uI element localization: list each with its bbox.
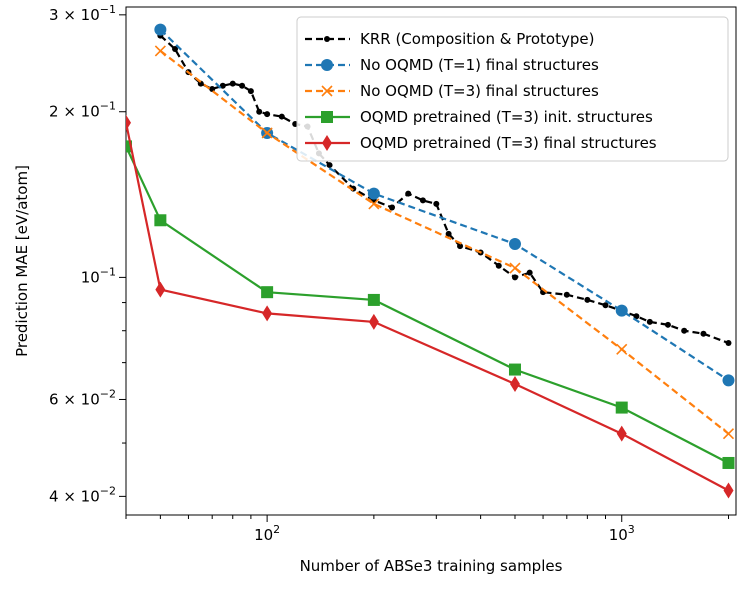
data-point <box>239 82 246 89</box>
series-line <box>159 28 730 382</box>
data-point <box>126 140 132 153</box>
series-5 <box>126 114 734 499</box>
data-point <box>154 214 167 227</box>
x-tick-label: 103 <box>609 523 635 544</box>
y-tick-label: 4 × 10−2 <box>49 484 116 505</box>
data-point <box>209 85 216 92</box>
data-point <box>725 339 732 346</box>
data-point <box>722 374 735 387</box>
data-point <box>154 23 167 36</box>
legend-label: No OQMD (T=1) final structures <box>360 56 599 74</box>
data-point <box>261 127 273 139</box>
legend-entry: OQMD pretrained (T=3) final structures <box>305 134 657 152</box>
data-point <box>155 281 166 298</box>
data-point <box>367 293 380 306</box>
data-point <box>229 80 236 87</box>
legend-label: OQMD pretrained (T=3) final structures <box>360 134 657 152</box>
data-point <box>367 187 380 200</box>
data-point <box>508 237 521 250</box>
legend-box <box>296 16 729 162</box>
data-point <box>722 456 735 469</box>
data-point <box>368 198 380 210</box>
y-tick-label: 2 × 10−1 <box>49 100 116 121</box>
data-point <box>457 243 464 250</box>
data-point <box>495 262 502 269</box>
data-point <box>526 269 533 276</box>
data-point <box>264 111 271 118</box>
x-tick-label: 102 <box>254 523 280 544</box>
legend-entry: No OQMD (T=3) final structures <box>305 82 599 100</box>
axis-ticks: 102 103 3 × 10−1 2 × 10−1 10−1 6 × 10−2 4 × 10… <box>49 3 729 544</box>
data-point <box>508 363 521 376</box>
y-tick-label: 10−1 <box>81 265 116 286</box>
data-point <box>616 343 628 355</box>
legend-entry: No OQMD (T=1) final structures <box>305 56 599 74</box>
data-point <box>154 45 166 57</box>
series-layer <box>126 23 735 499</box>
data-point <box>681 327 688 334</box>
series-4 <box>126 140 735 469</box>
data-point <box>405 190 412 197</box>
y-axis-label: Prediction MAE [eV/atom] <box>13 165 31 357</box>
data-point <box>602 302 609 309</box>
data-point <box>509 262 521 274</box>
data-point <box>256 108 263 115</box>
data-point <box>616 425 627 442</box>
data-point <box>247 88 254 95</box>
data-point <box>633 313 640 320</box>
series-line <box>159 50 730 435</box>
data-point <box>700 330 707 337</box>
data-point <box>326 162 333 169</box>
data-point <box>261 286 274 299</box>
series-3 <box>154 45 735 440</box>
data-point <box>664 321 671 328</box>
legend-marker <box>321 59 333 71</box>
data-point <box>511 274 518 281</box>
data-point <box>278 113 285 120</box>
data-point <box>563 291 570 298</box>
data-point <box>262 305 273 322</box>
legend-entry: OQMD pretrained (T=3) init. structures <box>305 108 653 126</box>
legend-marker <box>324 36 330 42</box>
legend-label: OQMD pretrained (T=3) init. structures <box>360 108 653 126</box>
data-point <box>584 296 591 303</box>
data-point <box>615 401 628 414</box>
legend-marker <box>321 111 333 123</box>
legend-label: KRR (Composition & Prototype) <box>360 30 594 48</box>
legend-marker <box>321 85 333 97</box>
y-tick-label: 6 × 10−2 <box>49 387 116 408</box>
data-point <box>509 376 520 393</box>
data-point <box>419 197 426 204</box>
data-point <box>723 482 734 499</box>
legend-entry: KRR (Composition & Prototype) <box>305 30 594 48</box>
data-point <box>172 46 179 53</box>
data-point <box>389 204 396 211</box>
data-point <box>433 200 440 207</box>
data-point <box>126 114 131 131</box>
y-tick-label: 3 × 10−1 <box>49 3 116 24</box>
data-point <box>615 304 628 317</box>
data-point <box>368 313 379 330</box>
legend-label: No OQMD (T=3) final structures <box>360 82 599 100</box>
data-point <box>445 230 452 237</box>
x-axis-label: Number of ABSe3 training samples <box>300 557 563 575</box>
legend-marker <box>322 135 332 151</box>
data-point <box>646 318 653 325</box>
legend: KRR (Composition & Prototype) No OQMD (T=… <box>296 16 729 162</box>
data-point <box>722 428 735 440</box>
